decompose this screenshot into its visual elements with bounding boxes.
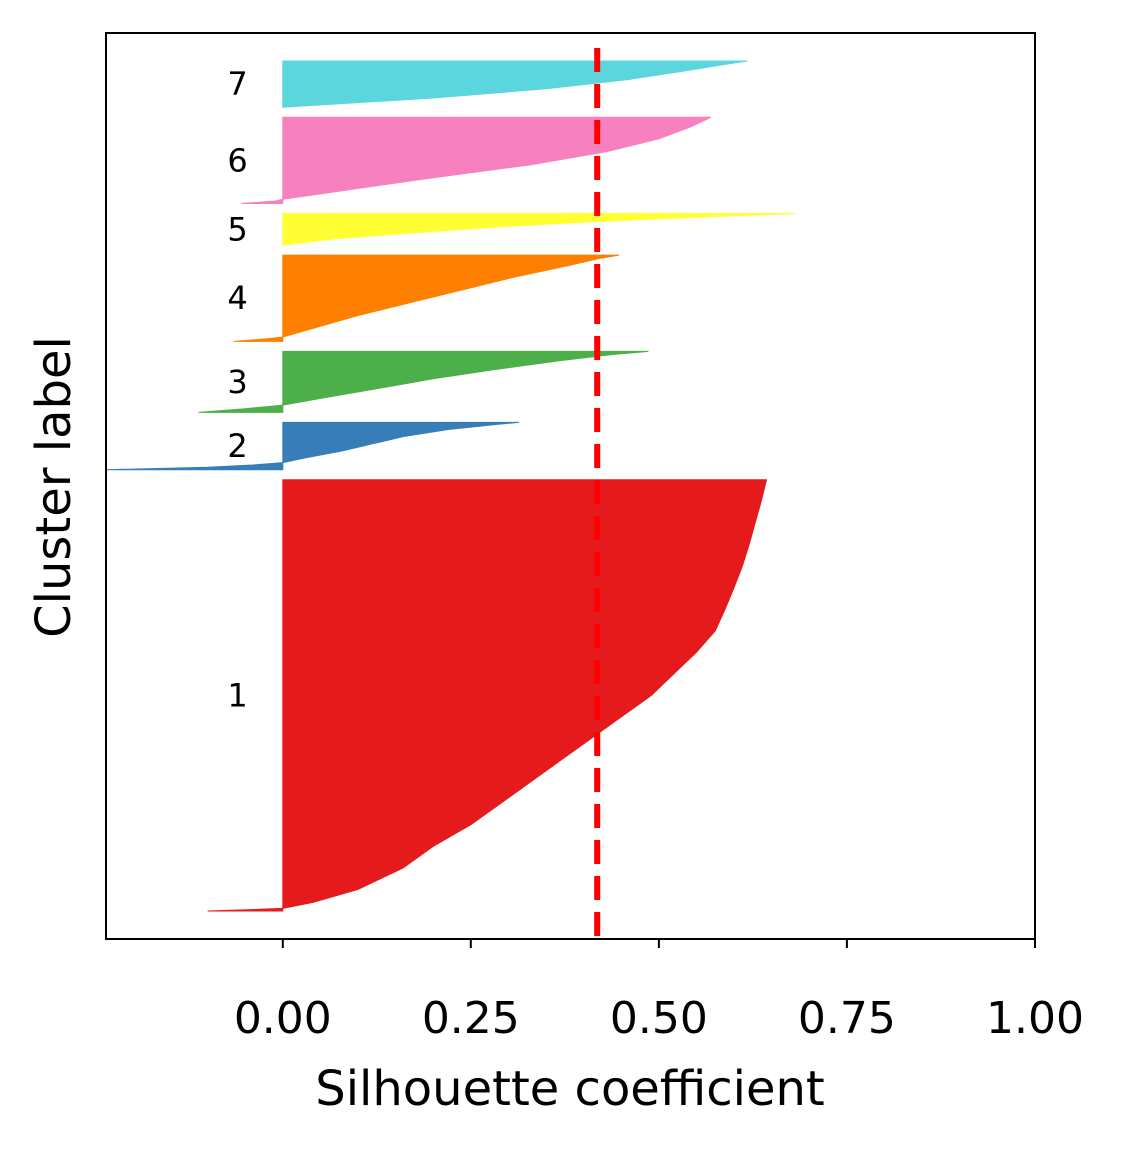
x-tick-label: 0.25 — [422, 993, 520, 1044]
cluster-label-6: 6 — [227, 141, 247, 179]
cluster-label-5: 5 — [227, 210, 247, 248]
x-axis-title: Silhouette coefficient — [315, 1061, 825, 1117]
cluster-areas — [105, 60, 796, 912]
cluster-labels: 1 2 3 4 5 6 7 — [227, 65, 247, 714]
x-tick-label: 1.00 — [986, 993, 1084, 1044]
cluster-label-7: 7 — [227, 65, 247, 103]
x-tick-label: 0.00 — [234, 993, 332, 1044]
cluster-area-3 — [198, 350, 649, 413]
cluster-area-4 — [233, 254, 620, 342]
cluster-area-2 — [105, 421, 520, 471]
cluster-area-6 — [241, 116, 712, 204]
cluster-label-4: 4 — [227, 279, 247, 317]
cluster-area-5 — [282, 213, 796, 246]
cluster-label-1: 1 — [227, 676, 247, 714]
cluster-area-7 — [282, 60, 748, 108]
x-ticks: 0.00 0.25 0.50 0.75 1.00 — [234, 939, 1084, 1044]
y-axis-title: Cluster label — [26, 336, 82, 638]
cluster-label-2: 2 — [227, 427, 247, 465]
plot-frame — [105, 32, 1036, 940]
cluster-label-3: 3 — [227, 363, 247, 401]
x-tick-label: 0.50 — [610, 993, 708, 1044]
x-tick-label: 0.75 — [798, 993, 896, 1044]
cluster-area-1 — [207, 479, 768, 912]
